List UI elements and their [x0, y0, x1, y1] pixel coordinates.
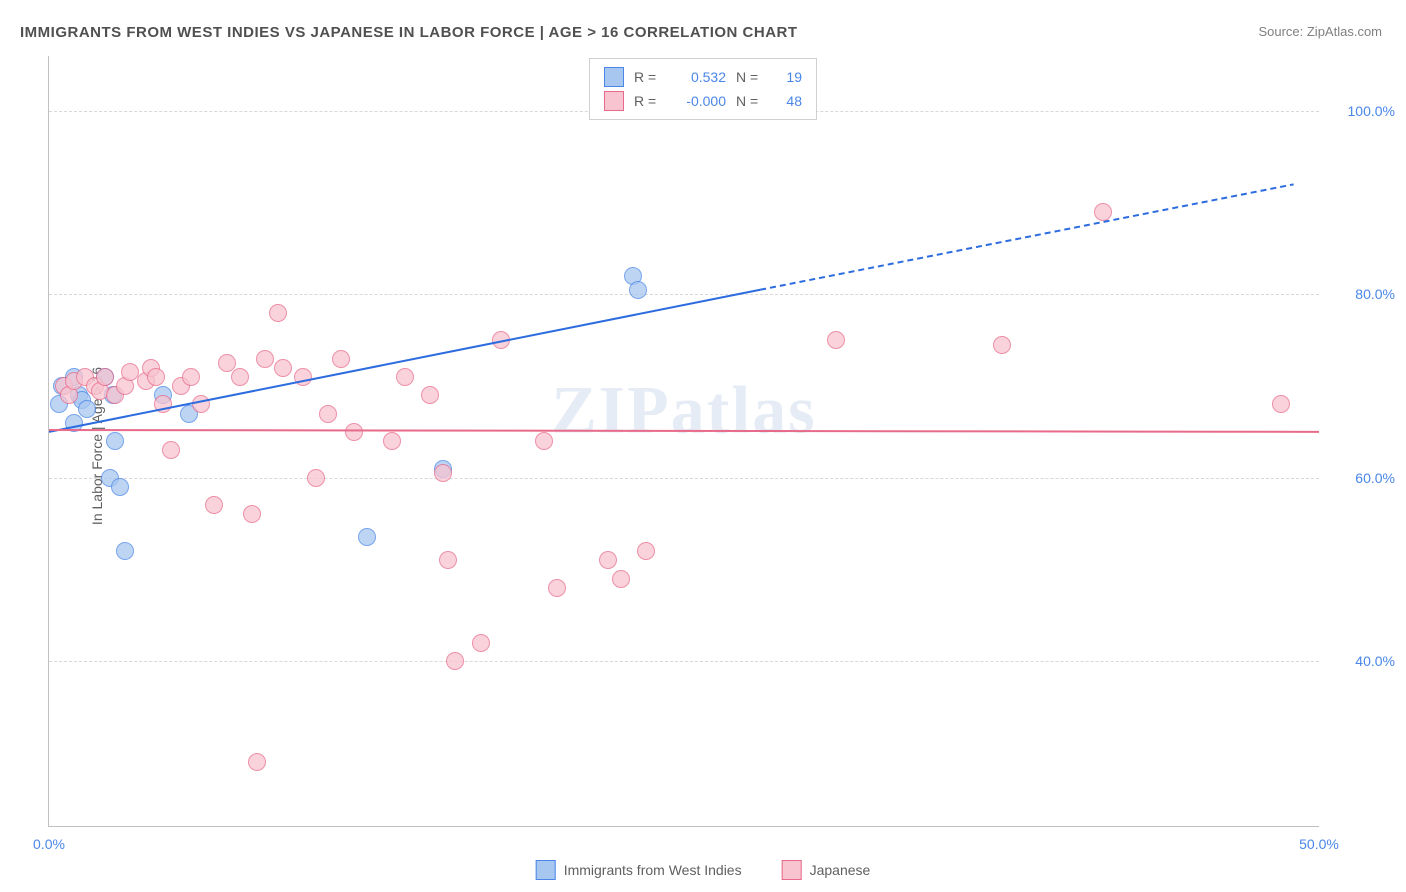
- data-point: [294, 368, 312, 386]
- data-point: [637, 542, 655, 560]
- r-value: -0.000: [672, 93, 726, 109]
- watermark-text: ZIPatlas: [551, 371, 816, 450]
- data-point: [332, 350, 350, 368]
- y-tick-label: 80.0%: [1327, 286, 1395, 302]
- gridline: [49, 661, 1319, 662]
- n-value: 19: [774, 69, 802, 85]
- data-point: [319, 405, 337, 423]
- data-point: [446, 652, 464, 670]
- legend-swatch: [604, 67, 624, 87]
- y-tick-label: 100.0%: [1327, 103, 1395, 119]
- data-point: [269, 304, 287, 322]
- y-tick-label: 60.0%: [1327, 470, 1395, 486]
- correlation-legend: R = 0.532 N = 19 R = -0.000 N = 48: [589, 58, 817, 120]
- data-point: [1094, 203, 1112, 221]
- chart-plot-area: ZIPatlas 40.0%60.0%80.0%100.0%0.0%50.0%: [48, 56, 1319, 827]
- data-point: [599, 551, 617, 569]
- legend-label: Japanese: [810, 862, 871, 878]
- trend-lines-layer: [49, 56, 1319, 826]
- data-point: [78, 400, 96, 418]
- r-label: R =: [634, 69, 662, 85]
- data-point: [383, 432, 401, 450]
- data-point: [154, 395, 172, 413]
- data-point: [827, 331, 845, 349]
- data-point: [421, 386, 439, 404]
- data-point: [345, 423, 363, 441]
- data-point: [147, 368, 165, 386]
- data-point: [358, 528, 376, 546]
- data-point: [612, 570, 630, 588]
- chart-title: IMMIGRANTS FROM WEST INDIES VS JAPANESE …: [20, 24, 798, 41]
- data-point: [256, 350, 274, 368]
- series-legend: Immigrants from West Indies Japanese: [536, 860, 871, 880]
- data-point: [248, 753, 266, 771]
- data-point: [472, 634, 490, 652]
- data-point: [307, 469, 325, 487]
- data-point: [182, 368, 200, 386]
- data-point: [231, 368, 249, 386]
- r-label: R =: [634, 93, 662, 109]
- legend-label: Immigrants from West Indies: [564, 862, 742, 878]
- legend-item: Japanese: [782, 860, 871, 880]
- x-tick-label: 0.0%: [33, 836, 65, 852]
- legend-swatch: [604, 91, 624, 111]
- data-point: [116, 542, 134, 560]
- data-point: [439, 551, 457, 569]
- data-point: [434, 464, 452, 482]
- source-label: Source: ZipAtlas.com: [1258, 24, 1382, 39]
- data-point: [106, 432, 124, 450]
- data-point: [162, 441, 180, 459]
- gridline: [49, 478, 1319, 479]
- data-point: [111, 478, 129, 496]
- data-point: [396, 368, 414, 386]
- legend-item: Immigrants from West Indies: [536, 860, 742, 880]
- legend-swatch: [536, 860, 556, 880]
- data-point: [993, 336, 1011, 354]
- data-point: [65, 414, 83, 432]
- x-tick-label: 50.0%: [1299, 836, 1339, 852]
- data-point: [96, 368, 114, 386]
- data-point: [492, 331, 510, 349]
- data-point: [274, 359, 292, 377]
- data-point: [629, 281, 647, 299]
- n-label: N =: [736, 69, 764, 85]
- data-point: [192, 395, 210, 413]
- data-point: [535, 432, 553, 450]
- data-point: [1272, 395, 1290, 413]
- data-point: [243, 505, 261, 523]
- legend-swatch: [782, 860, 802, 880]
- data-point: [548, 579, 566, 597]
- n-value: 48: [774, 93, 802, 109]
- legend-row: R = -0.000 N = 48: [604, 89, 802, 113]
- legend-row: R = 0.532 N = 19: [604, 65, 802, 89]
- data-point: [205, 496, 223, 514]
- gridline: [49, 294, 1319, 295]
- n-label: N =: [736, 93, 764, 109]
- r-value: 0.532: [672, 69, 726, 85]
- y-tick-label: 40.0%: [1327, 653, 1395, 669]
